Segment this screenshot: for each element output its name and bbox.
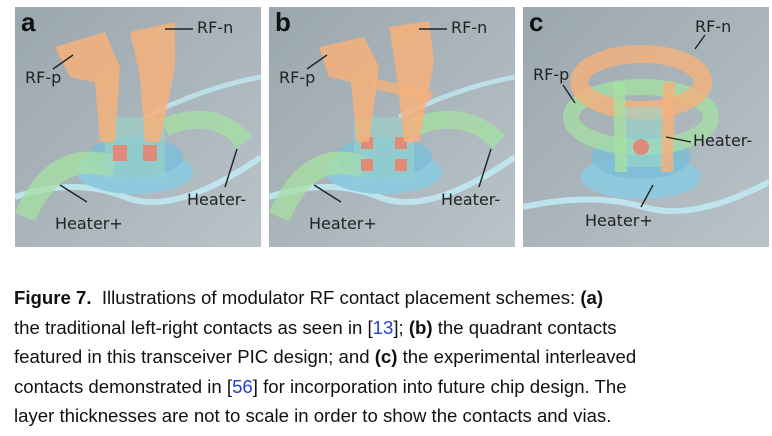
rf-n-contact xyxy=(389,21,434,142)
caption-marker-b: (b) xyxy=(408,316,433,338)
panel-b-illustration xyxy=(269,7,515,247)
caption-line-1: Figure 7. Illustrations of modulator RF … xyxy=(14,283,764,313)
rf-n-label: RF-n xyxy=(695,17,732,36)
caption-line-2: the traditional left-right contacts as s… xyxy=(14,313,764,343)
panel-c-illustration xyxy=(523,7,769,247)
modulator-core xyxy=(623,107,663,167)
heater-minus-trace xyxy=(410,110,506,149)
heater-minus-label: Heater- xyxy=(441,190,501,209)
figure-caption: Figure 7. Illustrations of modulator RF … xyxy=(14,283,764,431)
leader-line xyxy=(224,148,238,188)
caption-text: featured in this transceiver PIC design;… xyxy=(14,346,370,367)
panel-letter: a xyxy=(21,7,36,37)
heater-minus-label: Heater- xyxy=(187,190,247,209)
rf-p-contact xyxy=(55,32,120,142)
panel-letter: c xyxy=(529,7,544,37)
via xyxy=(395,159,407,171)
rf-p-label: RF-p xyxy=(533,65,570,84)
caption-marker-c: (c) xyxy=(374,346,398,367)
rf-bridge xyxy=(369,77,434,102)
caption-text: ]; xyxy=(393,316,404,338)
heater-minus-trace xyxy=(161,110,252,149)
figure-label: Figure 7. xyxy=(14,287,92,308)
citation-link-13[interactable]: 13 xyxy=(372,316,394,338)
heater-minus-label: Heater- xyxy=(693,131,753,150)
caption-text: ] for incorporation into future chip des… xyxy=(252,375,627,397)
caption-text: the quadrant contacts xyxy=(437,316,617,338)
rf-n-label: RF-n xyxy=(451,18,488,37)
caption-intro: Illustrations of modulator RF contact pl… xyxy=(101,287,576,308)
rf-n-label: RF-n xyxy=(197,18,234,37)
panel-a: a RF-n RF-p Heater+ Heater- xyxy=(15,7,261,247)
heater-plus-trace xyxy=(269,151,368,222)
rf-p-label: RF-p xyxy=(279,68,316,87)
heater-plus-label: Heater+ xyxy=(309,214,377,233)
rf-p-label: RF-p xyxy=(25,68,62,87)
leader-line xyxy=(478,148,492,188)
leader-line xyxy=(306,54,328,70)
caption-line-5: layer thicknesses are not to scale in or… xyxy=(14,405,612,426)
leader-line xyxy=(640,184,654,208)
via xyxy=(361,159,373,171)
rf-contact-post xyxy=(661,82,675,172)
leader-line xyxy=(694,34,706,50)
heater-plus-label: Heater+ xyxy=(55,214,123,233)
leader-line xyxy=(313,184,342,203)
panel-c: c RF-n RF-p Heater- Heater+ xyxy=(523,7,769,247)
via xyxy=(113,145,127,161)
rf-p-contact xyxy=(319,37,379,142)
citation-link-56[interactable]: 56 xyxy=(232,375,253,397)
via xyxy=(143,145,157,161)
leader-line xyxy=(52,54,74,70)
caption-marker-a: (a) xyxy=(580,287,604,308)
panel-a-illustration xyxy=(15,7,261,247)
caption-text: the experimental interleaved xyxy=(402,346,637,367)
heater-plus-trace xyxy=(15,151,119,222)
caption-line-4: contacts demonstrated in [56] for incorp… xyxy=(14,372,764,402)
waveguide xyxy=(523,179,769,215)
leader-line xyxy=(665,136,692,143)
caption-text: contacts demonstrated in [ xyxy=(14,375,233,397)
via xyxy=(633,139,649,155)
rf-n-contact xyxy=(130,22,175,142)
caption-text: the traditional left-right contacts as s… xyxy=(14,316,373,338)
heater-plus-label: Heater+ xyxy=(585,211,653,230)
leader-line xyxy=(562,84,576,104)
caption-line-3: featured in this transceiver PIC design;… xyxy=(14,342,764,372)
heater-post xyxy=(613,82,627,172)
panel-letter: b xyxy=(275,7,291,37)
panel-b: b RF-n RF-p Heater+ Heater- xyxy=(269,7,515,247)
leader-line xyxy=(59,184,88,203)
